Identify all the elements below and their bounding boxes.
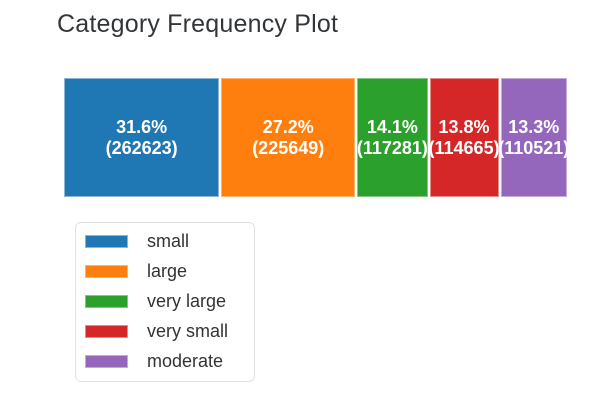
legend-label: very large [147, 290, 227, 311]
segment-count: (114665) [428, 137, 500, 158]
segment-label: 14.1% (117281) [357, 117, 428, 159]
legend-item-very-small[interactable]: very small [85, 316, 254, 346]
segment-percent: 31.6% [116, 116, 168, 137]
legend-swatch-large [85, 264, 128, 278]
segment-percent: 13.3% [508, 116, 560, 137]
legend-swatch-very-small [85, 324, 128, 338]
segment-percent: 27.2% [262, 116, 314, 137]
segment-percent: 13.8% [438, 116, 490, 137]
legend-label: very small [147, 320, 229, 341]
legend-swatch-moderate [85, 354, 128, 368]
legend-swatch-small [85, 234, 128, 248]
segment-label: 27.2% (225649) [252, 117, 324, 159]
legend: small large very large very small modera… [75, 222, 255, 382]
segment-percent: 14.1% [366, 116, 418, 137]
legend-item-very-large[interactable]: very large [85, 286, 254, 316]
segment-count: (262623) [105, 137, 178, 158]
stacked-bar: 31.6% (262623) 27.2% (225649) 14.1% (117… [64, 78, 569, 197]
legend-item-small[interactable]: small [85, 226, 254, 256]
bar-segment-large[interactable]: 27.2% (225649) [221, 78, 356, 197]
segment-count: (117281) [356, 137, 428, 158]
segment-label: 13.3% (110521) [498, 117, 569, 159]
segment-count: (225649) [252, 137, 325, 158]
legend-item-large[interactable]: large [85, 256, 254, 286]
legend-label: moderate [147, 350, 224, 371]
legend-label: large [147, 260, 188, 281]
bar-segment-very-small[interactable]: 13.8% (114665) [429, 78, 500, 197]
segment-label: 13.8% (114665) [429, 117, 500, 159]
bar-segment-very-large[interactable]: 14.1% (117281) [357, 78, 428, 197]
chart-title: Category Frequency Plot [57, 10, 339, 38]
segment-label: 31.6% (262623) [106, 117, 178, 159]
legend-label: small [147, 230, 190, 251]
legend-item-moderate[interactable]: moderate [85, 346, 254, 376]
segment-count: (110521) [498, 137, 570, 158]
legend-swatch-very-large [85, 294, 128, 308]
bar-segment-moderate[interactable]: 13.3% (110521) [498, 78, 569, 197]
bar-segment-small[interactable]: 31.6% (262623) [64, 78, 220, 197]
